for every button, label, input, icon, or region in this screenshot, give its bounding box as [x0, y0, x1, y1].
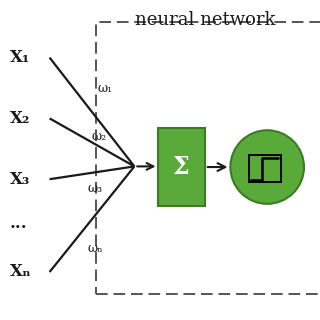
Text: ...: ...	[10, 215, 27, 233]
Text: ωₙ: ωₙ	[88, 242, 104, 254]
Bar	[158, 128, 205, 206]
Text: X₁: X₁	[10, 49, 30, 66]
Text: ω₂: ω₂	[91, 130, 106, 142]
Text: ω₃: ω₃	[88, 182, 103, 195]
Text: X₃: X₃	[10, 171, 30, 188]
Text: Σ: Σ	[173, 155, 190, 179]
Text: neural network: neural network	[134, 11, 275, 29]
Text: ω₁: ω₁	[98, 82, 113, 94]
Circle shape	[230, 130, 304, 204]
Text: X₂: X₂	[10, 110, 30, 127]
Text: Xₙ: Xₙ	[10, 263, 31, 281]
